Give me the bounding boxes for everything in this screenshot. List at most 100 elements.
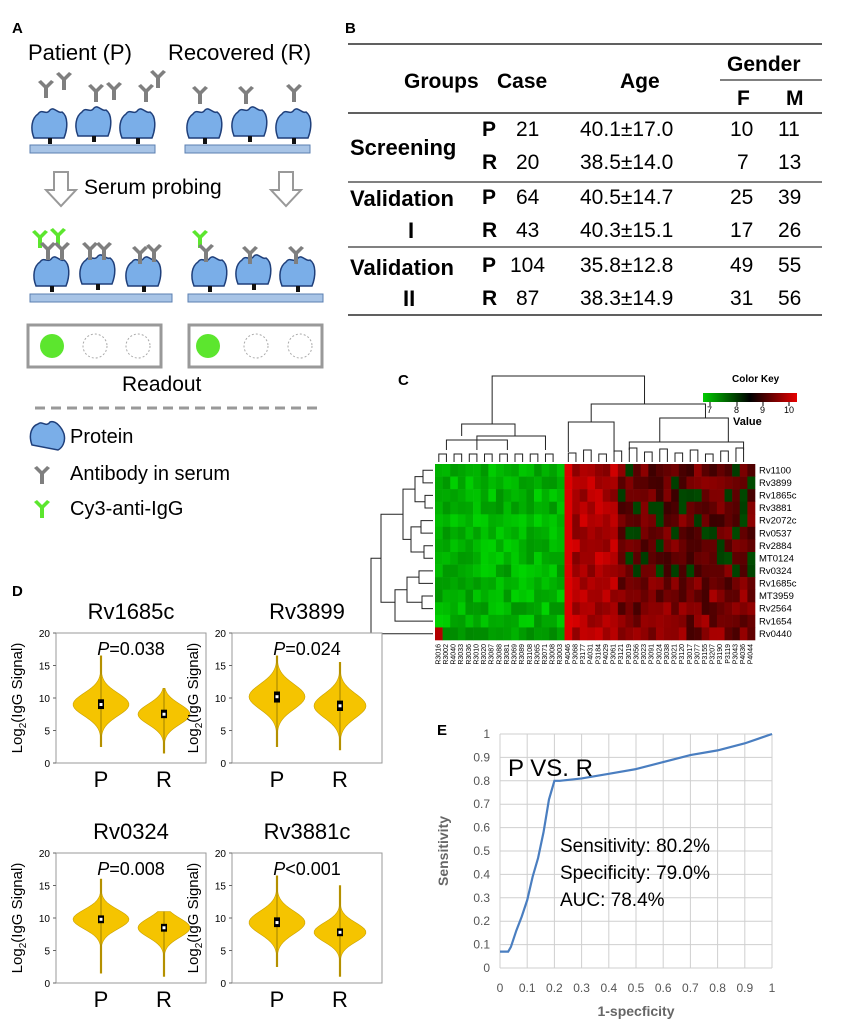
violin-ylabel: Log2(IgG Signal)	[9, 863, 29, 974]
heatmap-cell	[564, 514, 573, 528]
row-case: 64	[516, 186, 540, 209]
heatmap-cell	[747, 552, 756, 565]
heatmap-cell	[732, 564, 741, 578]
heatmap-cell	[435, 501, 443, 515]
heatmap-cell	[640, 564, 649, 578]
heatmap-row-label: Rv0537	[759, 528, 792, 539]
heatmap-cell	[633, 489, 642, 503]
heatmap-cell	[450, 539, 459, 553]
heatmap-cell	[655, 589, 664, 603]
heatmap-cell	[549, 476, 558, 490]
heatmap-cell	[678, 602, 687, 616]
heatmap-cell	[732, 602, 741, 616]
heatmap-cell	[572, 464, 581, 477]
heatmap-cell	[488, 539, 497, 553]
heatmap-cell	[465, 526, 474, 540]
heatmap-cell	[465, 614, 474, 628]
heatmap-cell	[602, 526, 611, 540]
column-dendrogram	[438, 375, 745, 462]
heatmap-cell	[648, 589, 657, 603]
heatmap-cell	[694, 577, 702, 591]
heatmap-cell	[678, 577, 687, 591]
heatmap-row-label: Rv2072c	[759, 516, 797, 527]
heatmap-cell	[541, 614, 550, 628]
heatmap-cell	[518, 539, 527, 553]
heatmap-cell	[595, 602, 603, 616]
heatmap-col-label: P4044	[748, 644, 755, 664]
heatmap-cell	[709, 627, 718, 641]
violin-group-label: P	[94, 767, 109, 792]
heatmap-cell	[694, 614, 702, 628]
heatmap-cell	[518, 552, 527, 565]
heatmap-cell	[732, 501, 741, 515]
roc-ytick: 0	[483, 961, 490, 975]
heatmap-cell	[663, 539, 672, 553]
heatmap-cell	[473, 614, 482, 628]
violin-ytick: 20	[215, 849, 227, 860]
heatmap-cell	[526, 552, 535, 565]
heatmap-cell	[716, 614, 725, 628]
heatmap-cell	[442, 577, 451, 591]
heatmap-cell	[640, 489, 649, 503]
heatmap-cell	[518, 514, 527, 528]
violin-median	[162, 926, 166, 930]
heatmap-cell	[503, 539, 512, 553]
heatmap-cell	[648, 526, 657, 540]
heatmap-cell	[663, 602, 672, 616]
heatmap-cell	[450, 564, 459, 578]
heatmap-cell	[648, 514, 657, 528]
heatmap-cell	[648, 614, 657, 628]
heatmap-cell	[648, 476, 657, 490]
heatmap-cell	[480, 526, 489, 540]
heatmap-cell	[450, 627, 459, 641]
heatmap-cell	[617, 602, 626, 616]
heatmap-cell	[595, 627, 603, 641]
heatmap-cell	[450, 514, 459, 528]
violin-ytick: 10	[39, 914, 51, 925]
heatmap-cell	[480, 589, 489, 603]
heatmap-cell	[732, 614, 741, 628]
heatmap-cell	[648, 564, 657, 578]
heatmap-cell	[503, 589, 512, 603]
heatmap-cell	[709, 564, 718, 578]
heatmap-cell	[442, 552, 451, 565]
heatmap-cell	[633, 577, 642, 591]
header-gender: Gender	[727, 53, 801, 76]
heatmap-cell	[701, 489, 710, 503]
heatmap-cell	[564, 564, 573, 578]
heatmap-cell	[678, 564, 687, 578]
heatmap-cell	[473, 526, 482, 540]
heatmap-cell	[694, 489, 702, 503]
heatmap-cell	[480, 501, 489, 515]
heatmap-cell	[534, 514, 542, 528]
heatmap-cell	[663, 489, 672, 503]
heatmap-cell	[724, 577, 733, 591]
group-validation-1-suffix: I	[408, 218, 415, 243]
heatmap-cell	[655, 627, 664, 641]
heatmap-cell	[694, 564, 702, 578]
heatmap-cell	[526, 476, 535, 490]
legend-protein: Protein	[70, 426, 134, 448]
row-f: 7	[737, 151, 749, 174]
heatmap-cell	[716, 526, 725, 540]
violin-ytick: 0	[220, 979, 226, 990]
heatmap-cell	[663, 526, 672, 540]
heatmap-cell	[701, 577, 710, 591]
group-screening: Screening	[350, 135, 457, 160]
heatmap-cell	[511, 552, 520, 565]
heatmap-cell	[595, 614, 603, 628]
violin-group-label: P	[270, 987, 285, 1012]
heatmap-cell	[541, 577, 550, 591]
heatmap-row-label: Rv1865c	[759, 491, 797, 502]
heatmap-cell	[724, 464, 733, 477]
group-validation-1: Validation	[350, 186, 454, 211]
heatmap-cell	[648, 489, 657, 503]
heatmap-cell	[534, 539, 542, 553]
heatmap-cell	[686, 577, 695, 591]
heatmap-cell	[694, 514, 702, 528]
heatmap-cell	[655, 602, 664, 616]
heatmap-cell	[640, 464, 649, 477]
violin-median	[99, 703, 103, 706]
heatmap-cell	[473, 589, 482, 603]
heatmap-col-label: P3077	[694, 644, 701, 664]
